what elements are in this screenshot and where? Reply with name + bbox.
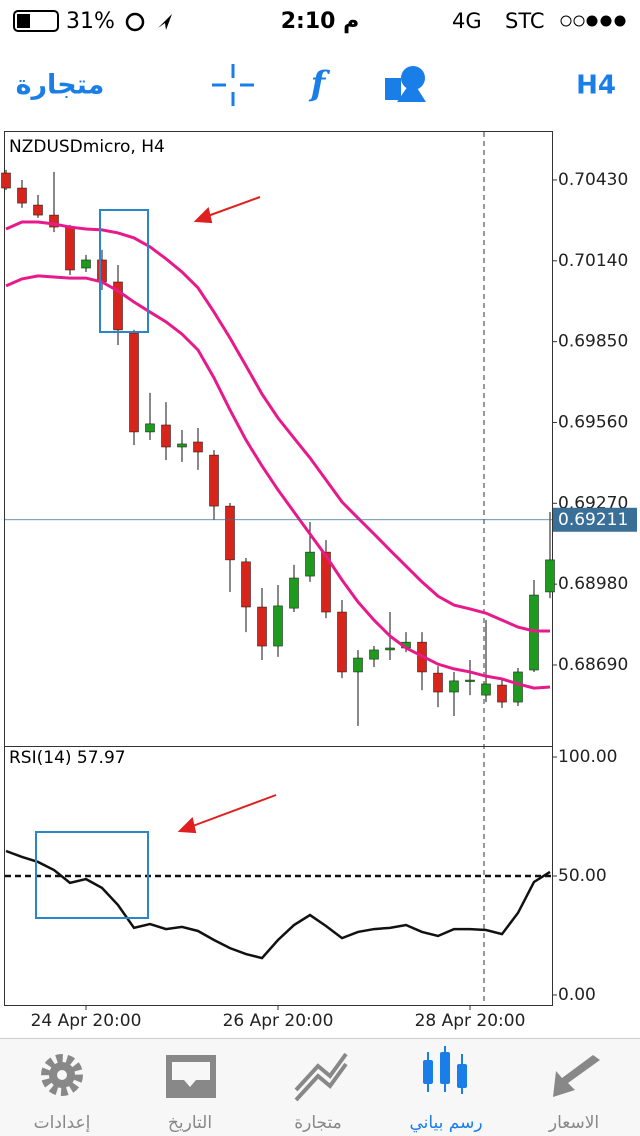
candle-body — [161, 424, 171, 448]
y-tick-label: 0.69560 — [558, 412, 628, 432]
candle-body — [305, 551, 315, 577]
carrier: STC — [505, 9, 545, 33]
candle-body — [545, 559, 555, 593]
time: 2:10 م — [281, 9, 360, 34]
alarm-icon — [125, 12, 145, 32]
candle-body — [369, 649, 379, 660]
candle-body — [1, 172, 11, 189]
annotation-boxes — [35, 209, 149, 919]
candle-body — [225, 505, 235, 561]
candle-body — [465, 679, 475, 682]
candle-body — [193, 441, 203, 453]
timeframe-button[interactable]: H4 — [576, 71, 616, 101]
battery-level — [17, 14, 30, 28]
candle-body — [321, 551, 331, 613]
y-tick-label: 0.00 — [558, 985, 596, 1005]
rsi-title: RSI(14) 57.97 — [9, 748, 126, 768]
candle-body — [49, 214, 59, 228]
candle-body — [385, 647, 395, 651]
candle-body — [129, 332, 139, 433]
candle-body — [17, 187, 27, 204]
indicators-button[interactable]: f — [309, 64, 331, 104]
candle-body — [289, 577, 299, 609]
series-line — [5, 274, 551, 690]
y-tick-label: 0.68980 — [558, 574, 628, 594]
crosshair-button[interactable] — [212, 64, 254, 106]
candle-body — [81, 259, 91, 269]
x-tick-label: 26 Apr 20:00 — [223, 1011, 334, 1031]
network: 4G — [452, 9, 482, 33]
candle-body — [449, 680, 459, 693]
tab-label[interactable]: التاريخ — [168, 1113, 212, 1133]
y-tick-label: 0.69850 — [558, 332, 628, 352]
location-icon — [158, 14, 172, 30]
tab-label[interactable]: رسم بياني — [409, 1113, 482, 1133]
candle-body — [513, 671, 523, 703]
candle-body — [433, 672, 443, 693]
series-line — [5, 849, 551, 960]
x-tick-label: 24 Apr 20:00 — [31, 1011, 142, 1031]
candle-body — [209, 454, 219, 507]
candle-body — [337, 611, 347, 673]
candle-body — [177, 443, 187, 448]
candle-body — [65, 226, 75, 271]
candle-body — [257, 606, 267, 647]
x-tick-label: 28 Apr 20:00 — [415, 1011, 526, 1031]
y-tick-label: 0.70430 — [558, 170, 628, 190]
candle-body — [529, 594, 539, 671]
y-tick-label: 0.68690 — [558, 655, 628, 675]
objects-button[interactable] — [385, 66, 426, 102]
candle-body — [273, 605, 283, 647]
battery-text: 31% — [66, 9, 115, 34]
tab-icons — [41, 1046, 600, 1102]
signal-dots — [560, 15, 626, 27]
y-tick-label: 100.00 — [558, 747, 617, 767]
tab-label[interactable]: الاسعار — [548, 1113, 599, 1133]
battery-icon — [13, 10, 59, 32]
candle-body — [33, 204, 43, 216]
last-price-label: 0.69211 — [558, 510, 628, 530]
last-price-box — [553, 507, 637, 532]
series-line — [5, 220, 550, 633]
candle-body — [113, 281, 123, 331]
chart-title: NZDUSDmicro, H4 — [9, 137, 165, 157]
trade-button[interactable]: متجارة — [16, 70, 105, 101]
candle-body — [497, 684, 507, 703]
candle-body — [241, 561, 251, 608]
y-tick-label: 50.00 — [558, 866, 607, 886]
annotation-arrows — [177, 196, 277, 834]
tab-label[interactable]: إعدادات — [34, 1113, 91, 1133]
candle-body — [353, 657, 363, 673]
candle-body — [145, 423, 155, 433]
tab-bar — [0, 1038, 640, 1136]
y-tick-label: 0.70140 — [558, 251, 628, 271]
candle-body — [97, 259, 107, 283]
tab-label[interactable]: متجارة — [294, 1113, 342, 1133]
candle-body — [481, 683, 491, 696]
